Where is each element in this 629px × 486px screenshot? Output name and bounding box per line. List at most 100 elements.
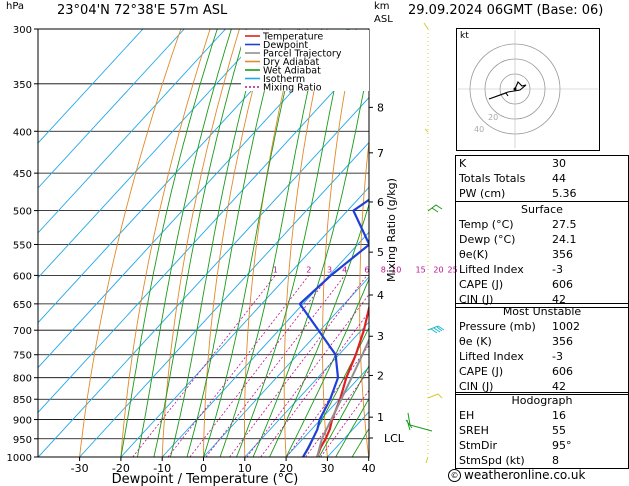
wind-barb-icon	[427, 204, 443, 213]
mixing-ratio-label: 15	[416, 265, 426, 274]
km-tick-label: 4	[377, 289, 384, 302]
most-unstable-row: Pressure (mb) 1002	[459, 320, 580, 333]
isotherm	[244, 321, 369, 457]
index-row: PW (cm) 5.36	[459, 187, 577, 200]
index-row: K 30	[459, 157, 566, 170]
pressure-tick-label: 900	[13, 416, 32, 427]
legend-label: Parcel Trajectory	[263, 49, 342, 60]
temperature-tick-label: 30	[320, 462, 334, 475]
temperature-tick-label: -30	[71, 462, 89, 475]
wet-adiabat	[318, 364, 369, 457]
mixing-ratio-label: 1	[273, 265, 278, 274]
wet-adiabat	[153, 29, 247, 457]
hodograph-trace	[488, 81, 527, 100]
hodograph-table: Hodograph EH 16 SREH 55 StmDir 95° StmSpd (…	[455, 392, 629, 469]
mixing-ratio-label: 25	[448, 265, 458, 274]
temperature-tick-label: -20	[112, 462, 130, 475]
dry-adiabat	[244, 29, 299, 457]
wet-adiabat	[335, 397, 369, 457]
wind-barb-column	[405, 22, 445, 464]
legend-box	[241, 30, 369, 91]
km-tick-label: 2	[377, 369, 384, 382]
wind-barb-icon	[423, 22, 429, 30]
wet-adiabat	[170, 29, 264, 457]
km-tick-label: 6	[377, 196, 384, 209]
temperature-tick-label: 10	[238, 462, 252, 475]
mixing-ratio-label: 8	[381, 265, 386, 274]
most-unstable-row: CIN (J) 42	[459, 380, 566, 393]
footer-text: weatheronline.co.uk	[464, 468, 586, 482]
mixing-ratio-label: 3	[327, 265, 332, 274]
km-tick-label: 7	[377, 147, 384, 160]
hodograph-row: StmDir 95°	[459, 439, 572, 452]
wet-adiabat	[136, 29, 232, 457]
mixing-ratio-label: 4	[342, 265, 347, 274]
most-unstable-row: CAPE (J) 606	[459, 365, 573, 378]
temperature-tick-label: 20	[279, 462, 293, 475]
pressure-tick-label: 1000	[7, 453, 32, 464]
mixing-ratio-label: 2	[306, 265, 311, 274]
isotherm	[38, 29, 144, 144]
isotherm	[38, 96, 369, 457]
wet-adiabat	[219, 29, 323, 457]
pressure-tick-label: 950	[13, 435, 32, 446]
pressure-tick-label: 850	[13, 395, 32, 406]
km-tick-label: LCL	[384, 432, 405, 445]
mixing-ratio-line	[260, 311, 369, 457]
isotherm	[38, 29, 185, 189]
km-tick-label: 8	[377, 101, 384, 114]
most-unstable-row: Lifted Index -3	[459, 350, 563, 363]
pressure-tick-label: 750	[13, 351, 32, 362]
legend-label: Isotherm	[263, 74, 305, 85]
wind-barb-icon	[424, 128, 429, 133]
mixing-ratio-line	[246, 293, 369, 457]
wind-barb-icon	[427, 325, 445, 334]
dewpoint-series	[298, 198, 369, 457]
surface-row: Dewp (°C) 24.1	[459, 233, 577, 246]
surface-row: Temp (°C) 27.5	[459, 218, 577, 231]
pressure-tick-label: 500	[13, 207, 32, 218]
wet-adiabat	[302, 326, 369, 457]
dry-adiabat	[322, 29, 357, 457]
footer-credit: © weatheronline.co.uk	[448, 468, 585, 482]
isotherm	[38, 29, 309, 324]
pressure-tick-label: 350	[13, 80, 32, 91]
pressure-tick-label: 800	[13, 374, 32, 385]
wet-adiabat	[186, 29, 281, 457]
wet-adiabat	[252, 61, 369, 457]
most-unstable-row: θe (K) 356	[459, 335, 573, 348]
hodograph-ring-label: 40	[474, 125, 484, 134]
temperature-tick-label: 0	[200, 462, 207, 475]
pressure-tick-label: 300	[13, 25, 32, 36]
km-tick-label: 3	[377, 330, 384, 343]
wet-adiabat	[203, 29, 301, 457]
mixing-ratio-label: 10	[391, 265, 401, 274]
index-row: Totals Totals 44	[459, 172, 566, 185]
mixing-ratio-line	[189, 275, 330, 457]
asl-unit-label: ASL	[374, 14, 393, 25]
mixing-ratio-line	[320, 389, 369, 457]
copyright-icon: ©	[448, 469, 461, 482]
surface-row: θe(K) 356	[459, 248, 573, 261]
hodograph-title: Hodograph	[511, 394, 573, 407]
mixing-ratio-line	[167, 275, 310, 457]
hodograph-inset: 20 40	[456, 28, 600, 151]
pressure-tick-label: 550	[13, 240, 32, 251]
mixing-ratio-line	[286, 344, 369, 457]
hodograph-row: SREH 55	[459, 424, 566, 437]
dry-adiabat	[79, 29, 182, 457]
date-header: 29.09.2024 06GMT (Base: 06)	[408, 3, 604, 18]
pressure-tick-label: 450	[13, 169, 32, 180]
x-axis-label: Dewpoint / Temperature (°C)	[112, 472, 299, 486]
isotherm	[79, 141, 369, 457]
pressure-tick-label: 700	[13, 326, 32, 337]
mixing-ratio-label: 20	[433, 265, 443, 274]
mixing-ratio-line	[205, 275, 346, 457]
km-tick-label: 5	[377, 246, 384, 259]
pressure-tick-label: 600	[13, 271, 32, 282]
surface-row: CAPE (J) 606	[459, 278, 573, 291]
dry-adiabat	[396, 29, 415, 457]
wet-adiabat	[269, 202, 369, 457]
most-unstable-table: Most Unstable Pressure (mb) 1002 θe (K) 35…	[455, 303, 629, 395]
